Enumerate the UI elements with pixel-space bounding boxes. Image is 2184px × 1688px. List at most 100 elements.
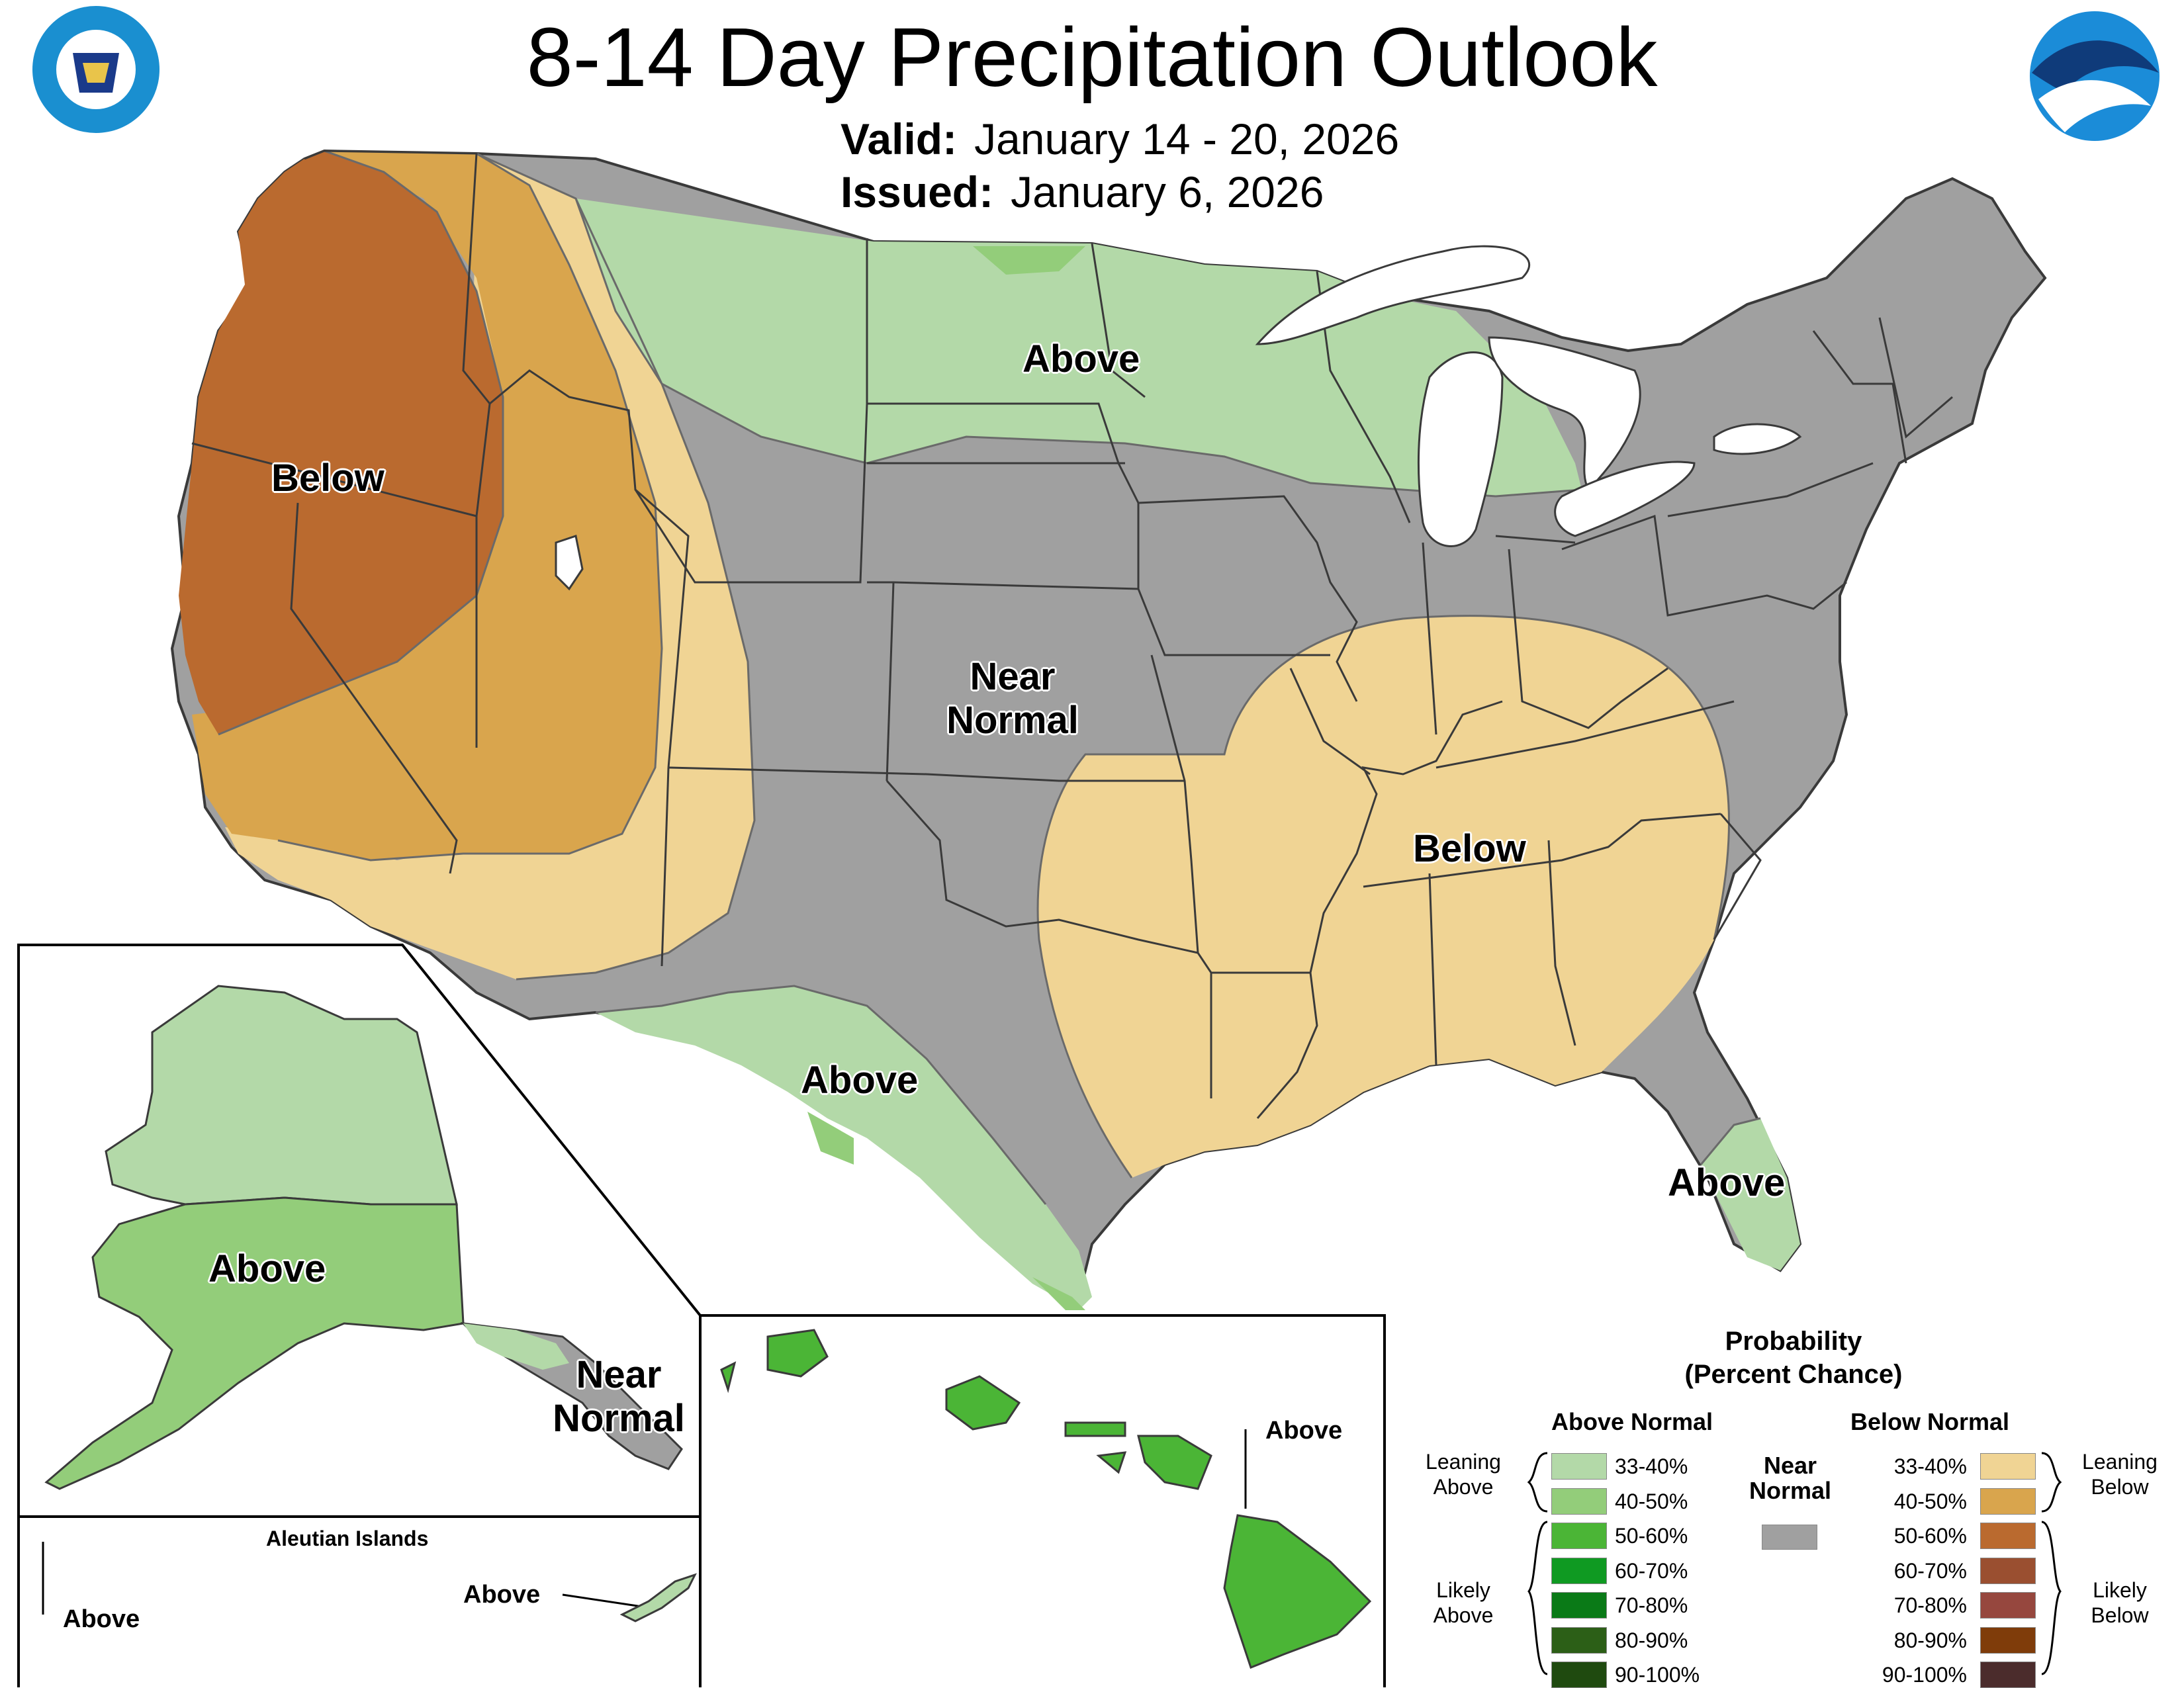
alaska-panhandle-above bbox=[463, 1323, 569, 1370]
hawaii-inset bbox=[699, 1314, 1386, 1687]
label-west-below: Below bbox=[271, 457, 385, 500]
probability-contours bbox=[218, 150, 1761, 1205]
legend-near-normal-label: Near Normal bbox=[1734, 1453, 1846, 1503]
legend-leaning-above-line2: Above bbox=[1433, 1475, 1494, 1499]
legend-above-swatch-6 bbox=[1551, 1626, 1607, 1654]
big-island bbox=[1223, 1514, 1372, 1669]
legend-above-range-3: 50-60% bbox=[1615, 1524, 1688, 1548]
legend-likely-above-line2: Above bbox=[1433, 1603, 1494, 1627]
legend-below-swatch-7 bbox=[1980, 1662, 2036, 1688]
niihau bbox=[720, 1361, 737, 1394]
label-alaska-near-normal: Near Normal bbox=[539, 1353, 698, 1441]
legend-above-range-7: 90-100% bbox=[1615, 1663, 1700, 1687]
legend-below-range-5: 70-80% bbox=[1893, 1593, 1967, 1617]
texas-above-40-spot bbox=[807, 1112, 854, 1165]
issued-date-line: Issued: January 6, 2026 bbox=[841, 165, 1324, 218]
legend-near-normal-line1: Near bbox=[1763, 1452, 1817, 1479]
legend-above-header: Above Normal bbox=[1551, 1408, 1713, 1435]
label-alaska-near-normal-line1: Near bbox=[576, 1353, 662, 1396]
legend-above-swatch-1 bbox=[1551, 1453, 1607, 1480]
legend-below-range-3: 50-60% bbox=[1893, 1524, 1967, 1548]
label-southeast-below: Below bbox=[1413, 827, 1526, 870]
label-florida-above: Above bbox=[1668, 1161, 1786, 1204]
great-lakes bbox=[1255, 245, 1802, 547]
label-central-near-normal-line1: Near bbox=[970, 655, 1056, 698]
legend-near-normal-line2: Normal bbox=[1749, 1477, 1832, 1504]
north-above-40-spot bbox=[973, 246, 1085, 275]
molokai bbox=[1064, 1421, 1126, 1437]
commerce-seal-logo bbox=[32, 6, 159, 133]
legend-above-swatch-4 bbox=[1551, 1557, 1607, 1584]
noaa-logo bbox=[2030, 11, 2160, 141]
label-north-above: Above bbox=[1023, 337, 1140, 380]
label-central-near-normal: Near Normal bbox=[927, 655, 1099, 742]
label-alaska-above: Above bbox=[208, 1247, 326, 1290]
label-aleutian-above-east: Above bbox=[463, 1581, 541, 1609]
texas-above-region bbox=[596, 986, 1092, 1310]
legend-below-range-2: 40-50% bbox=[1893, 1489, 1967, 1513]
legend-above-swatch-2 bbox=[1551, 1488, 1607, 1515]
west-below-50-region bbox=[179, 151, 503, 734]
florida-above-region bbox=[1701, 1118, 1800, 1270]
legend-near-normal-swatch bbox=[1762, 1525, 1817, 1550]
legend-below-range-1: 33-40% bbox=[1893, 1454, 1967, 1478]
legend-below-range-7: 90-100% bbox=[1882, 1663, 1967, 1687]
west-below-40-region bbox=[192, 151, 662, 860]
valid-value: January 14 - 20, 2026 bbox=[974, 114, 1400, 163]
legend-likely-above: Likely Above bbox=[1414, 1577, 1513, 1628]
legend-below-range-6: 80-90% bbox=[1893, 1628, 1967, 1652]
legend-leaning-below-line1: Leaning bbox=[2082, 1450, 2158, 1474]
legend-above-swatch-7 bbox=[1551, 1662, 1607, 1688]
issued-value: January 6, 2026 bbox=[1011, 167, 1324, 216]
legend-leaning-below-line2: Below bbox=[2091, 1475, 2149, 1499]
legend-leaning-below: Leaning Below bbox=[2070, 1449, 2169, 1499]
legend-below-swatch-6 bbox=[1980, 1626, 2036, 1654]
alaska-above-40 bbox=[44, 1196, 465, 1490]
legend-title-line2: (Percent Chance) bbox=[1684, 1360, 1903, 1389]
legend-above-range-1: 33-40% bbox=[1615, 1454, 1688, 1478]
aleutian-title: Aleutian Islands bbox=[266, 1527, 429, 1550]
legend-above-range-5: 70-80% bbox=[1615, 1593, 1688, 1617]
lanai bbox=[1096, 1451, 1127, 1474]
legend-leaning-above: Leaning Above bbox=[1414, 1449, 1513, 1499]
legend-likely-above-line1: Likely bbox=[1436, 1578, 1490, 1602]
legend-below-header: Below Normal bbox=[1850, 1408, 2010, 1435]
alaska-above-33 bbox=[105, 985, 458, 1206]
label-texas-above: Above bbox=[801, 1059, 919, 1102]
legend-likely-below-line2: Below bbox=[2091, 1603, 2149, 1627]
legend-below-swatch-5 bbox=[1980, 1592, 2036, 1619]
legend-leaning-above-line1: Leaning bbox=[1426, 1450, 1501, 1474]
north-above-region bbox=[576, 199, 1582, 496]
hawaii-inset-frame bbox=[699, 1314, 1386, 1687]
label-alaska-near-normal-line2: Normal bbox=[553, 1397, 685, 1440]
legend-above-range-4: 60-70% bbox=[1615, 1558, 1688, 1583]
valid-label: Valid: bbox=[841, 114, 958, 163]
legend-above-range-6: 80-90% bbox=[1615, 1628, 1688, 1652]
texas-coast-above-40 bbox=[1032, 1277, 1085, 1310]
legend-above-swatch-5 bbox=[1551, 1592, 1607, 1619]
kauai bbox=[766, 1329, 829, 1378]
label-aleutian-above-west: Above bbox=[63, 1605, 140, 1633]
legend-title-line1: Probability bbox=[1725, 1327, 1862, 1356]
legend-below-range-4: 60-70% bbox=[1893, 1558, 1967, 1583]
alaska-inset bbox=[17, 944, 702, 1687]
conus-map bbox=[170, 149, 2047, 1310]
aleutian-chain bbox=[619, 1573, 697, 1622]
legend-above-range-2: 40-50% bbox=[1615, 1489, 1688, 1513]
issued-label: Issued: bbox=[841, 167, 994, 216]
maui bbox=[1137, 1435, 1212, 1490]
valid-date-line: Valid: January 14 - 20, 2026 bbox=[841, 112, 1399, 165]
legend-below-swatch-1 bbox=[1980, 1453, 2036, 1480]
oahu bbox=[945, 1375, 1021, 1431]
legend-brackets bbox=[1527, 1452, 2062, 1675]
legend-below-swatch-2 bbox=[1980, 1488, 2036, 1515]
legend-above-swatch-3 bbox=[1551, 1523, 1607, 1549]
label-hawaii-above: Above bbox=[1265, 1417, 1343, 1444]
label-central-near-normal-line2: Normal bbox=[946, 699, 1079, 742]
state-borders bbox=[191, 150, 1953, 1119]
legend-likely-below-line1: Likely bbox=[2093, 1578, 2147, 1602]
great-salt-lake bbox=[555, 535, 584, 591]
legend-below-swatch-4 bbox=[1980, 1557, 2036, 1584]
page-title: 8-14 Day Precipitation Outlook bbox=[526, 11, 1658, 104]
